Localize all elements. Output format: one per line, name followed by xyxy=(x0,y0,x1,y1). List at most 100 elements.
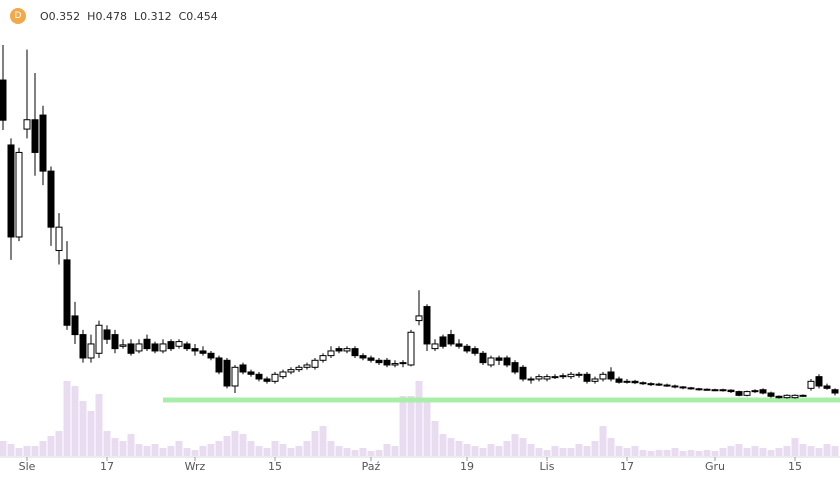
candle-body xyxy=(591,378,599,382)
candle-body xyxy=(199,350,207,354)
candle-body xyxy=(231,366,239,387)
candle-body xyxy=(255,373,263,380)
volume-bar xyxy=(759,448,767,456)
candle-body xyxy=(359,355,367,359)
volume-bar xyxy=(23,446,31,456)
candle-body xyxy=(759,389,767,394)
candle-body xyxy=(623,380,631,383)
candle-body xyxy=(327,350,335,357)
candle-body xyxy=(735,391,743,396)
candle-body xyxy=(31,119,39,153)
volume-bar xyxy=(463,444,471,456)
volume-bar xyxy=(31,446,39,456)
volume-bar xyxy=(279,444,287,456)
ohlc-label: L xyxy=(133,9,141,23)
x-tick-label: Lis xyxy=(540,460,555,473)
candle-body xyxy=(543,376,551,380)
ohlc-item: H0.478 xyxy=(87,10,127,23)
candle-body xyxy=(799,394,807,397)
volume-bar xyxy=(7,444,15,456)
volume-bar xyxy=(511,434,519,456)
ohlc-value: 0.454 xyxy=(186,9,218,23)
candle-body xyxy=(527,378,535,381)
candle-body xyxy=(535,376,543,380)
candle-body xyxy=(751,390,759,393)
ohlc-header: D O0.352 H0.478 L0.312 C0.454 xyxy=(10,6,225,26)
candle-body xyxy=(815,376,823,387)
volume-bar xyxy=(303,441,311,456)
candle-body xyxy=(439,336,447,347)
symbol-icon: D xyxy=(10,8,26,24)
candle-body xyxy=(127,343,135,354)
volume-bar xyxy=(39,441,47,456)
volume-bar xyxy=(439,434,447,456)
x-tick-label: 17 xyxy=(100,460,114,473)
volume-bar xyxy=(263,448,271,456)
candle-body xyxy=(455,343,463,347)
volume-bar xyxy=(183,448,191,456)
candle-body xyxy=(719,389,727,392)
volume-bar xyxy=(559,448,567,456)
candle-body xyxy=(135,343,143,352)
volume-bar xyxy=(567,448,575,456)
candle-body xyxy=(583,373,591,382)
volume-bar xyxy=(319,426,327,456)
candle-body xyxy=(47,170,55,228)
candle-body xyxy=(599,373,607,380)
volume-bar xyxy=(79,401,87,456)
candle-body xyxy=(727,389,735,393)
ohlc-label: H xyxy=(87,9,96,23)
candle-body xyxy=(223,359,231,387)
candle-body xyxy=(711,389,719,392)
volume-bar xyxy=(743,448,751,456)
candle-body xyxy=(743,391,751,396)
volume-bar xyxy=(623,448,631,456)
volume-bar xyxy=(751,446,759,456)
volume-bar xyxy=(535,448,543,456)
candle-body xyxy=(375,359,383,364)
volume-bar xyxy=(647,451,655,456)
candle-body xyxy=(399,362,407,365)
volume-bar xyxy=(151,444,159,456)
volume-bar xyxy=(415,381,423,456)
candle-body xyxy=(167,341,175,350)
candle-body xyxy=(807,380,815,389)
candle-body xyxy=(0,79,7,121)
candle-body xyxy=(95,324,103,354)
candle-body xyxy=(431,343,439,350)
volume-bar xyxy=(127,434,135,456)
volume-bar xyxy=(111,438,119,456)
candle-body xyxy=(823,385,831,389)
volume-bar xyxy=(527,444,535,456)
candle-body xyxy=(15,151,23,238)
volume-bar xyxy=(383,444,391,456)
volume-bar xyxy=(679,451,687,456)
volume-bar xyxy=(639,450,647,456)
volume-bar xyxy=(0,441,7,456)
candle-body xyxy=(271,373,279,382)
candle-body xyxy=(551,376,559,379)
candle-body xyxy=(87,343,95,359)
volume-bar xyxy=(727,446,735,456)
volume-bar xyxy=(495,446,503,456)
volume-bar xyxy=(215,441,223,456)
candle-body xyxy=(647,383,655,386)
volume-bar xyxy=(55,431,63,456)
candle-body xyxy=(567,373,575,378)
candle-body xyxy=(263,378,271,382)
volume-bar xyxy=(271,441,279,456)
volume-bar xyxy=(375,450,383,456)
candle-body xyxy=(63,259,71,326)
ohlc-value: 0.352 xyxy=(48,9,81,23)
volume-bar xyxy=(175,441,183,456)
volume-bar xyxy=(591,441,599,456)
candle-body xyxy=(695,388,703,391)
ohlc-item: O0.352 xyxy=(40,10,80,23)
x-tick-label: 15 xyxy=(268,460,282,473)
candle-body xyxy=(71,315,79,336)
volume-bar xyxy=(247,441,255,456)
candle-body xyxy=(103,329,111,340)
volume-bar xyxy=(135,444,143,456)
